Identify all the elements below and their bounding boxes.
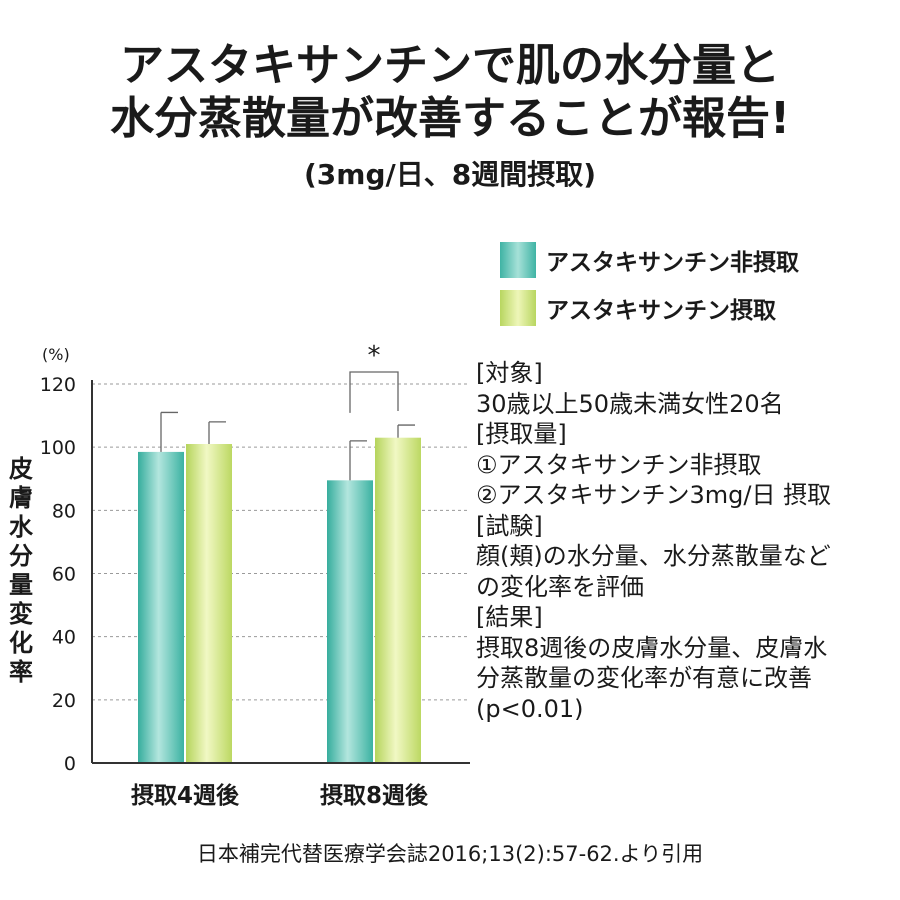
y-axis-unit: (%) — [42, 345, 70, 364]
info-line: [試験] — [476, 511, 543, 540]
legend-item-non-intake: アスタキサンチン非摂取 — [500, 242, 799, 278]
significance-label: * — [368, 341, 381, 371]
info-line: 摂取8週後の皮膚水分量、皮膚水 — [476, 633, 828, 662]
x-tick-label: 摂取8週後 — [320, 782, 429, 809]
y-tick-label: 40 — [52, 627, 76, 649]
info-line: (p<0.01) — [476, 694, 584, 723]
info-line: の変化率を評価 — [476, 572, 644, 601]
legend-swatch-non-intake — [500, 242, 536, 278]
significance-marker: * — [349, 341, 399, 413]
info-line: 分蒸散量の変化率が有意に改善 — [476, 664, 812, 692]
bar-intake-1 — [186, 444, 232, 763]
info-line: [摂取量] — [476, 420, 567, 448]
legend-item-intake: アスタキサンチン摂取 — [500, 290, 776, 326]
y-tick-label: 80 — [52, 500, 76, 522]
legend-label-intake: アスタキサンチン摂取 — [546, 298, 776, 324]
significance-bracket — [349, 371, 399, 413]
axes — [91, 380, 470, 764]
y-tick-label: 20 — [52, 690, 76, 712]
x-tick-label: 摂取4週後 — [131, 782, 240, 809]
y-axis-label: 皮膚水分量変化率 — [9, 455, 33, 686]
info-line: [対象] — [476, 359, 543, 387]
subtitle: (3mg/日、8週間摂取) — [303, 158, 596, 191]
x-tick-labels: 摂取4週後 摂取8週後 — [131, 782, 429, 809]
info-line: ①アスタキサンチン非摂取 — [476, 450, 762, 479]
y-tick-label: 100 — [40, 437, 76, 459]
y-tick-label: 120 — [40, 374, 76, 396]
bar-non-intake-2 — [327, 480, 373, 763]
legend-label-non-intake: アスタキサンチン非摂取 — [546, 250, 799, 276]
title-line-1: アスタキサンチンで肌の水分量と — [120, 40, 780, 91]
info-line: [結果] — [476, 603, 543, 631]
source-citation: 日本補完代替医療学会誌2016;13(2):57-62.より引用 — [196, 842, 704, 866]
y-tick-labels: 0 20 40 60 80 100 120 — [40, 374, 76, 775]
title-line-2: 水分蒸散量が改善することが報告! — [109, 93, 791, 144]
info-line: 30歳以上50歳未満女性20名 — [476, 389, 784, 418]
bars — [138, 411, 421, 763]
info-line: ②アスタキサンチン3mg/日 摂取 — [476, 481, 832, 509]
bar-chart: 0 20 40 60 80 100 120 摂取4週後 摂取8週後 * — [40, 341, 470, 809]
bar-non-intake-1 — [138, 451, 184, 763]
y-tick-label: 0 — [64, 753, 76, 775]
y-tick-label: 60 — [52, 564, 76, 586]
study-info: [対象] 30歳以上50歳未満女性20名 [摂取量] ①アスタキサンチン非摂取 … — [476, 358, 831, 724]
bar-intake-2 — [375, 437, 421, 763]
info-line: 顔(頬)の水分量、水分蒸散量など — [476, 542, 831, 570]
legend-swatch-intake — [500, 290, 536, 326]
